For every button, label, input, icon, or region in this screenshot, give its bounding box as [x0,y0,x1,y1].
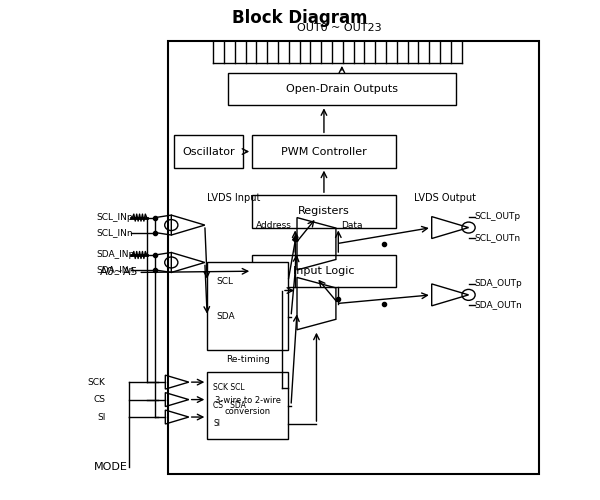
Text: SDA: SDA [216,312,235,321]
FancyBboxPatch shape [174,136,243,168]
FancyBboxPatch shape [228,73,455,106]
Text: Input Logic: Input Logic [293,266,355,276]
Text: 3-wire to 2-wire
conversion: 3-wire to 2-wire conversion [215,396,281,415]
Text: SCL: SCL [216,277,233,286]
Text: SCL_INn: SCL_INn [97,228,133,237]
Text: PWM Controller: PWM Controller [281,146,367,156]
Text: SI: SI [213,420,220,428]
Text: Data: Data [341,221,363,230]
Text: MODE: MODE [94,462,127,472]
Text: LVDS Input: LVDS Input [207,192,260,202]
Text: SDA_INn: SDA_INn [97,266,135,274]
FancyBboxPatch shape [252,255,396,288]
Text: LVDS Output: LVDS Output [414,192,476,202]
Text: SCK: SCK [88,378,106,386]
Text: CS   SDA: CS SDA [213,402,246,410]
Text: CS: CS [94,395,106,404]
Text: SCL_OUTn: SCL_OUTn [475,233,521,242]
Text: Address: Address [256,221,292,230]
Text: OUT0 ~ OUT23: OUT0 ~ OUT23 [296,23,381,33]
Text: SI: SI [97,412,106,422]
Text: Re-timing: Re-timing [226,354,269,364]
Text: A0~A5: A0~A5 [100,268,138,278]
Text: SCL_INp: SCL_INp [97,213,133,222]
Text: SDA_OUTn: SDA_OUTn [475,300,523,310]
Text: SDA_OUTp: SDA_OUTp [475,280,523,288]
Text: SCK SCL: SCK SCL [213,383,245,392]
Text: Block Diagram: Block Diagram [232,9,368,27]
Text: Open-Drain Outputs: Open-Drain Outputs [286,84,398,94]
Text: SDA_INp: SDA_INp [97,250,135,260]
FancyBboxPatch shape [252,195,396,228]
FancyBboxPatch shape [207,262,288,350]
FancyBboxPatch shape [207,372,288,440]
Text: Registers: Registers [298,206,350,216]
Text: SCL_OUTp: SCL_OUTp [475,212,521,221]
FancyBboxPatch shape [252,136,396,168]
Text: Oscillator: Oscillator [182,146,235,156]
